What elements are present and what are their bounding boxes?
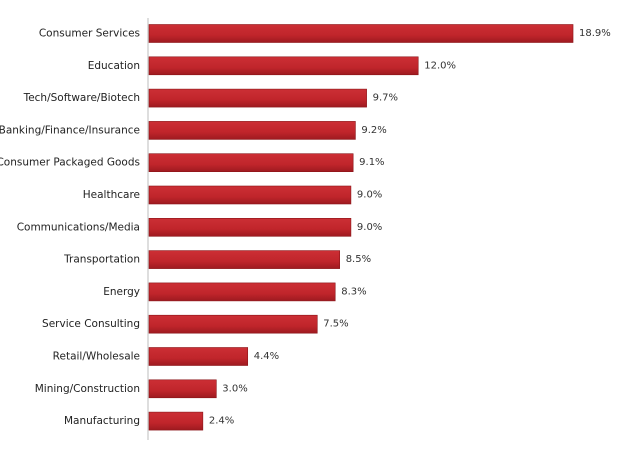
- category-label: Energy: [103, 286, 140, 298]
- value-label: 2.4%: [209, 416, 234, 427]
- value-label: 9.7%: [373, 93, 398, 104]
- category-label: Communications/Media: [17, 221, 140, 233]
- category-label: Service Consulting: [42, 318, 140, 330]
- category-label: Tech/Software/Biotech: [23, 92, 140, 104]
- value-label: 9.2%: [361, 125, 386, 136]
- bar-consumer-services: [148, 24, 574, 43]
- value-label: 9.0%: [357, 190, 382, 201]
- bar-energy: [148, 282, 336, 302]
- category-label: Transportation: [63, 254, 140, 266]
- bar-consumer-packaged-goods: [148, 153, 354, 172]
- bar-education: [148, 56, 419, 76]
- value-label: 12.0%: [424, 60, 456, 71]
- bar-manufacturing: [148, 411, 204, 431]
- bar-transportation: [148, 250, 340, 269]
- bar-communications-media: [148, 218, 352, 237]
- value-label: 9.1%: [359, 157, 384, 168]
- value-label: 8.5%: [346, 254, 371, 265]
- bar-service-consulting: [148, 314, 318, 334]
- bar-mining-construction: [148, 379, 217, 399]
- bar-healthcare: [148, 185, 352, 205]
- bar-tech-software-biotech: [148, 88, 367, 108]
- category-label: Education: [88, 60, 140, 72]
- category-label: Banking/Finance/Insurance: [0, 124, 140, 136]
- category-labels: Consumer Services Education Tech/Software/…: [0, 28, 140, 428]
- value-label: 9.0%: [357, 222, 382, 233]
- value-label: 3.0%: [222, 383, 247, 394]
- value-label: 7.5%: [323, 319, 348, 330]
- category-label: Manufacturing: [64, 415, 140, 427]
- bar-retail-wholesale: [148, 347, 249, 366]
- category-label: Consumer Services: [39, 28, 140, 40]
- bar-banking-finance-insurance: [148, 121, 356, 140]
- value-label: 8.3%: [341, 286, 366, 297]
- value-label: 18.9%: [579, 28, 611, 39]
- category-label: Mining/Construction: [35, 383, 140, 395]
- category-label: Consumer Packaged Goods: [0, 157, 140, 169]
- bars-layer: [148, 24, 574, 431]
- value-labels: 18.9% 12.0% 9.7% 9.2% 9.1% 9.0% 9.0% 8.5% 8.3% 7.…: [209, 28, 611, 427]
- category-label: Retail/Wholesale: [53, 351, 140, 363]
- category-label: Healthcare: [83, 189, 140, 201]
- value-label: 4.4%: [254, 351, 279, 362]
